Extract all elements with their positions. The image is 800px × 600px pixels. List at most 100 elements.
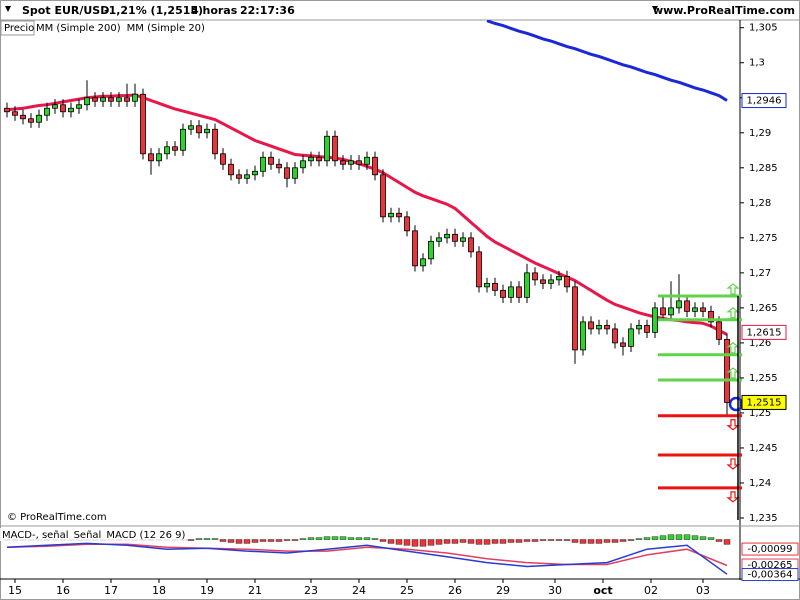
instrument: Spot EUR/USD [22, 4, 109, 17]
macd-bar [723, 539, 731, 545]
candle-body [676, 300, 682, 309]
macd-bar [243, 539, 251, 544]
candle-body [324, 135, 330, 162]
x-tick-label: oct [593, 584, 612, 597]
candle-body [604, 324, 610, 330]
candle-body [172, 146, 178, 151]
candle-body [236, 174, 242, 179]
candle-body [452, 233, 458, 242]
macd-bar [371, 538, 379, 540]
macd-bar [379, 539, 387, 542]
candle-body [12, 111, 18, 116]
x-tick-label: 30 [548, 584, 562, 597]
candle-body [108, 97, 114, 102]
candle-body [292, 167, 298, 179]
last-value-box [741, 394, 787, 410]
macd-bar [499, 539, 507, 544]
candle-body [44, 107, 50, 116]
y-tick-label: 1,245 [749, 443, 778, 454]
candle-body [588, 321, 594, 330]
macd-bar [227, 539, 235, 543]
x-tick-label: 26 [448, 584, 462, 597]
macd-bar [667, 534, 675, 540]
candle-body [28, 118, 34, 123]
level-arrow [726, 491, 740, 503]
candle-body [548, 279, 554, 284]
candle-body [660, 307, 666, 316]
candle-body [212, 128, 218, 155]
candle-body [68, 107, 74, 113]
macd-bar [539, 539, 547, 541]
macd-line [6, 542, 728, 575]
macd-bar [395, 539, 403, 545]
macd-bar [443, 539, 451, 544]
level-arrow [726, 342, 740, 354]
x-tick-label: 17 [104, 584, 118, 597]
menu-arrow[interactable] [5, 6, 11, 12]
y-tick-label: 1,28 [749, 198, 771, 209]
macd-line [6, 543, 728, 567]
macd-bar [435, 539, 443, 545]
candle-body [468, 237, 474, 253]
macd-bar [571, 539, 579, 543]
legend-price-box[interactable] [0, 20, 35, 36]
y-tick-label: 1,27 [749, 268, 771, 279]
macd-bar [459, 539, 467, 543]
level-arrow [726, 367, 740, 379]
candle-body [196, 125, 202, 134]
candle-body [444, 233, 450, 239]
candle-body [180, 128, 186, 151]
macd-legend-entry: MACD-, señal [2, 530, 69, 541]
legend-entry: MM (Simple 200) [36, 23, 121, 34]
y-tick-label: 1,24 [749, 478, 771, 489]
legend-entry: MM (Simple 20) [127, 23, 205, 34]
candle-body [260, 156, 266, 172]
time: 22:17:36 [240, 4, 295, 17]
candle-body [124, 97, 130, 102]
macd-bar [411, 539, 419, 547]
candle-body [668, 307, 674, 316]
candle-body [412, 230, 418, 267]
y-tick-label: 1,3 [749, 58, 765, 69]
macd-bar [203, 538, 211, 540]
last-value-label: 1,2946 [747, 96, 782, 107]
candle-body [188, 125, 194, 130]
candle-body [164, 146, 170, 155]
last-value-box [741, 93, 787, 109]
macd-last-box [741, 542, 799, 556]
macd-bar [251, 539, 259, 543]
candle-body [4, 107, 10, 113]
candle-body [116, 97, 122, 102]
candle-body [596, 324, 602, 330]
site-arrow[interactable] [652, 6, 658, 12]
macd-bar [523, 539, 531, 542]
macd-bar [195, 538, 203, 540]
x-tick-label: 21 [248, 584, 262, 597]
candle-body [52, 104, 58, 109]
macd-bar [515, 539, 523, 543]
macd-bar [547, 539, 555, 541]
x-tick-label: 18 [152, 584, 166, 597]
macd-bar [283, 539, 291, 541]
candle-body [244, 174, 250, 179]
candle-body [276, 163, 282, 169]
candle-body [340, 160, 346, 165]
candle-body [580, 321, 586, 351]
macd-bar [491, 539, 499, 544]
candle-body [316, 156, 322, 162]
macd-bar [699, 536, 707, 540]
level-arrow [726, 283, 740, 295]
macd-bar [323, 536, 331, 540]
level-arrow [726, 458, 740, 470]
candle-body [132, 93, 138, 102]
candle-body [684, 300, 690, 312]
candle-body [508, 286, 514, 298]
x-tick-label: 29 [496, 584, 510, 597]
y-tick-label: 1,255 [749, 373, 778, 384]
level-arrow [726, 307, 740, 319]
macd-bar [619, 539, 627, 542]
y-tick-label: 1,285 [749, 163, 778, 174]
candle-body [372, 156, 378, 176]
macd-bar [259, 539, 267, 542]
candle-body [692, 307, 698, 312]
